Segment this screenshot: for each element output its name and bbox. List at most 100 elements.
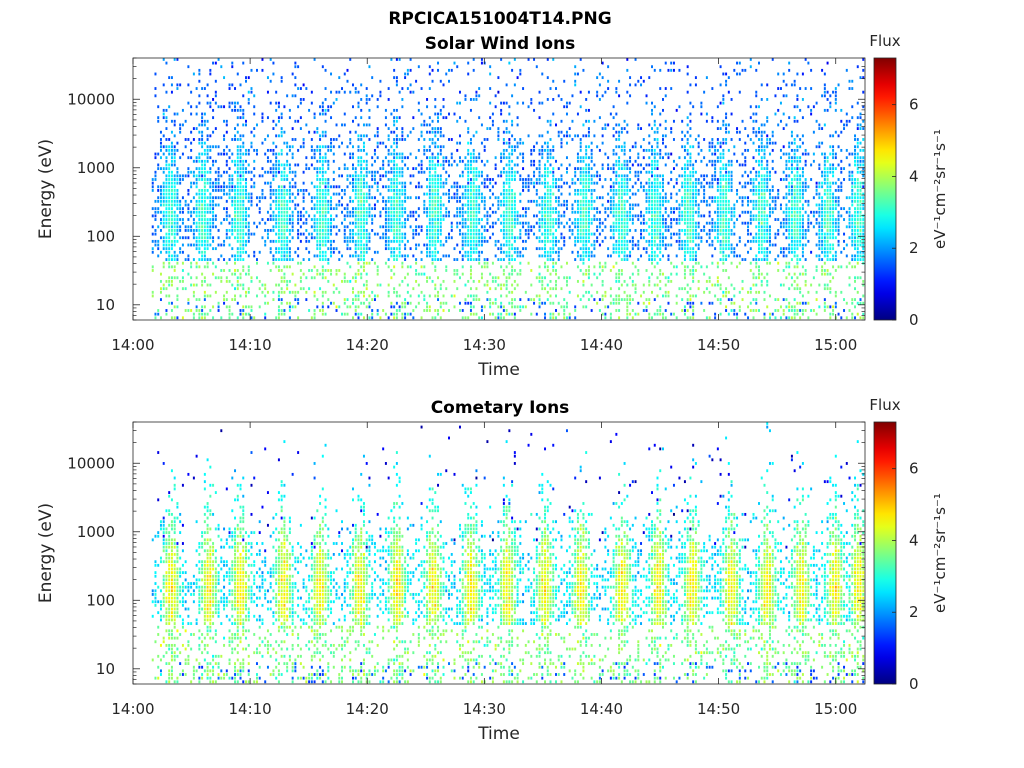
heatmap-cell: [280, 134, 283, 138]
heatmap-cell: [313, 152, 316, 156]
heatmap-cell: [642, 218, 645, 221]
heatmap-cell: [409, 68, 412, 72]
heatmap-cell: [552, 156, 555, 160]
heatmap-cell: [530, 152, 533, 156]
heatmap-cell: [346, 79, 349, 83]
heatmap-cell: [508, 130, 511, 134]
heatmap-cell: [352, 214, 354, 218]
heatmap-cell: [264, 181, 267, 185]
heatmap-cell: [434, 170, 437, 174]
heatmap-cell: [184, 309, 187, 312]
heatmap-cell: [212, 159, 215, 163]
heatmap-cell: [609, 167, 612, 171]
heatmap-cell: [398, 181, 401, 185]
heatmap-cell: [404, 189, 407, 192]
heatmap-cell: [225, 236, 228, 240]
heatmap-cell: [354, 207, 357, 211]
heatmap-cell: [245, 79, 247, 83]
heatmap-cell: [393, 192, 396, 196]
heatmap-cell: [574, 83, 577, 87]
heatmap-cell: [368, 116, 371, 120]
heatmap-cell: [176, 174, 179, 178]
heatmap-cell: [379, 178, 382, 181]
heatmap-cell: [478, 170, 481, 174]
heatmap-cell: [587, 127, 590, 130]
heatmap-cell: [371, 214, 374, 218]
heatmap-cell: [535, 214, 538, 218]
heatmap-cell: [612, 127, 615, 130]
heatmap-cell: [324, 159, 327, 163]
heatmap-cell: [489, 72, 492, 76]
heatmap-cell: [365, 305, 368, 309]
heatmap-cell: [428, 130, 431, 134]
heatmap-cell: [505, 199, 508, 203]
heatmap-cell: [294, 290, 297, 294]
heatmap-cell: [530, 98, 533, 101]
heatmap-cell: [585, 236, 588, 240]
heatmap-cell: [544, 221, 547, 225]
heatmap-cell: [549, 138, 552, 141]
heatmap-cell: [442, 301, 445, 305]
heatmap-cell: [582, 203, 585, 207]
heatmap-cell: [335, 232, 338, 236]
heatmap-cell: [357, 294, 360, 298]
heatmap-cell: [469, 225, 472, 229]
heatmap-cell: [579, 229, 582, 232]
heatmap-cell: [467, 279, 470, 283]
heatmap-cell: [500, 312, 503, 316]
heatmap-cell: [513, 210, 516, 214]
heatmap-cell: [165, 236, 168, 240]
heatmap-cell: [354, 276, 357, 280]
heatmap-cell: [157, 116, 160, 120]
heatmap-cell: [426, 167, 429, 171]
heatmap-cell: [387, 87, 390, 90]
heatmap-cell: [398, 309, 401, 312]
heatmap-cell: [228, 279, 231, 283]
heatmap-cell: [420, 123, 423, 127]
heatmap-cell: [321, 243, 324, 247]
heatmap-cell: [390, 305, 393, 309]
heatmap-cell: [423, 265, 426, 269]
heatmap-cell: [395, 196, 398, 200]
heatmap-cell: [555, 210, 557, 214]
heatmap-cell: [354, 189, 357, 192]
heatmap-cell: [368, 192, 371, 196]
heatmap-cell: [461, 214, 464, 218]
heatmap-cell: [527, 207, 530, 211]
heatmap-cell: [475, 258, 478, 261]
heatmap-cell: [585, 243, 588, 247]
heatmap-cell: [195, 87, 198, 90]
heatmap-cell: [549, 203, 552, 207]
heatmap-cell: [615, 261, 618, 265]
heatmap-cell: [192, 207, 195, 211]
heatmap-cell: [316, 207, 319, 211]
heatmap-cell: [618, 247, 621, 251]
heatmap-cell: [157, 152, 160, 156]
heatmap-cell: [568, 316, 571, 320]
heatmap-cell: [653, 185, 656, 189]
heatmap-cell: [168, 145, 171, 149]
heatmap-cell: [239, 181, 242, 185]
heatmap-cell: [236, 283, 239, 287]
heatmap-cell: [346, 203, 349, 207]
heatmap-cell: [601, 196, 604, 200]
heatmap-cell: [360, 312, 363, 316]
heatmap-cell: [511, 258, 514, 261]
heatmap-cell: [401, 170, 404, 174]
heatmap-cell: [475, 243, 478, 247]
heatmap-cell: [648, 258, 651, 261]
heatmap-cell: [620, 163, 623, 167]
heatmap-cell: [631, 298, 634, 302]
heatmap-cell: [472, 152, 475, 156]
heatmap-cell: [360, 254, 363, 258]
heatmap-cell: [239, 294, 242, 298]
heatmap-cell: [587, 130, 590, 134]
heatmap-cell: [631, 192, 634, 196]
heatmap-cell: [228, 214, 231, 218]
heatmap-cell: [598, 178, 601, 181]
heatmap-cell: [505, 221, 508, 225]
heatmap-cell: [502, 218, 505, 221]
heatmap-cell: [469, 287, 472, 291]
heatmap-cell: [390, 178, 393, 181]
heatmap-cell: [176, 181, 179, 185]
